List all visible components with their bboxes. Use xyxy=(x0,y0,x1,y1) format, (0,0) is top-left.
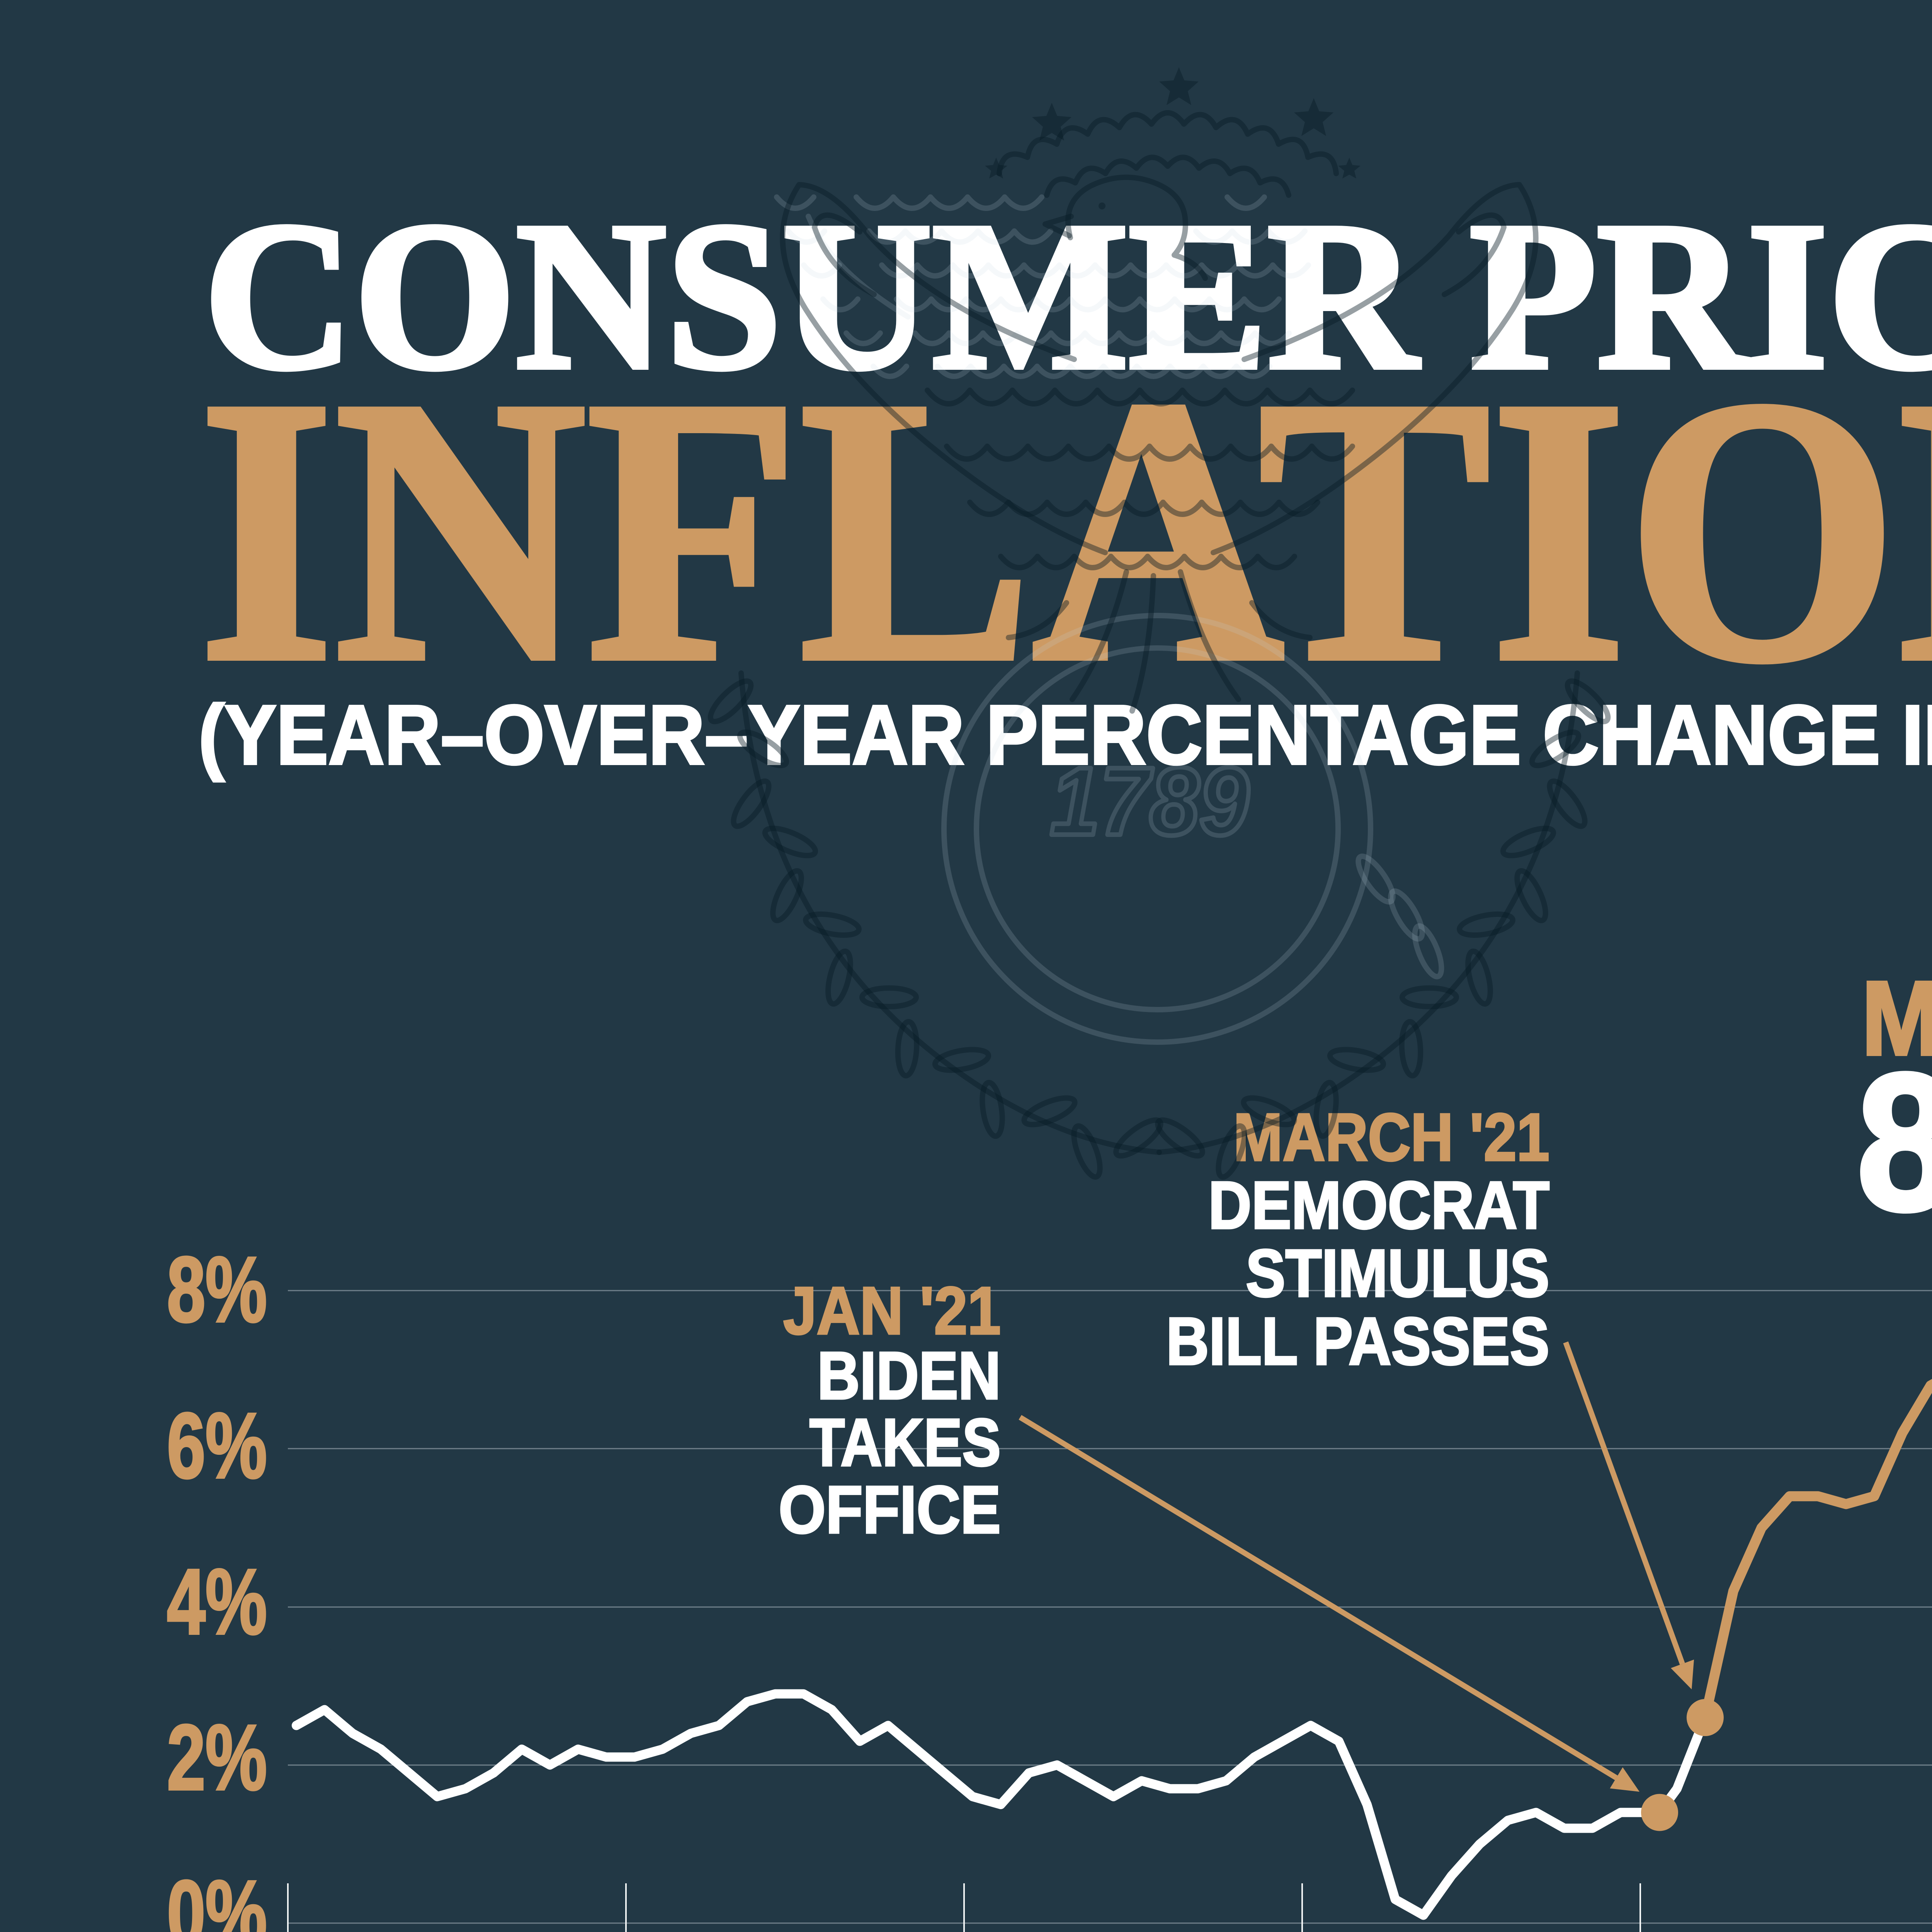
svg-text:(YEAR–OVER–YEAR PERCENTAGE CHA: (YEAR–OVER–YEAR PERCENTAGE CHANGE IN CPI… xyxy=(199,688,1932,782)
svg-text:MARCH '21: MARCH '21 xyxy=(1233,1099,1549,1175)
svg-text:1789: 1789 xyxy=(1050,747,1249,855)
svg-text:STIMULUS: STIMULUS xyxy=(1246,1235,1549,1311)
svg-text:INFLATION: INFLATION xyxy=(199,320,1932,740)
svg-text:JAN '21: JAN '21 xyxy=(783,1273,1001,1348)
svg-text:MAR ‘22: MAR ‘22 xyxy=(1862,959,1932,1077)
svg-text:8%: 8% xyxy=(167,1238,267,1341)
svg-text:4%: 4% xyxy=(167,1550,267,1653)
svg-text:2%: 2% xyxy=(167,1706,267,1809)
svg-text:6%: 6% xyxy=(167,1394,267,1497)
svg-text:DEMOCRAT: DEMOCRAT xyxy=(1208,1167,1549,1243)
svg-text:8.5%: 8.5% xyxy=(1857,1033,1932,1251)
svg-text:CONSUMER PRICE: CONSUMER PRICE xyxy=(204,179,1932,413)
svg-text:TAKES: TAKES xyxy=(810,1405,1001,1480)
svg-text:0%: 0% xyxy=(167,1861,267,1932)
svg-text:BIDEN: BIDEN xyxy=(817,1338,1001,1413)
svg-text:OFFICE: OFFICE xyxy=(779,1472,1001,1547)
svg-text:BILL PASSES: BILL PASSES xyxy=(1166,1303,1549,1379)
